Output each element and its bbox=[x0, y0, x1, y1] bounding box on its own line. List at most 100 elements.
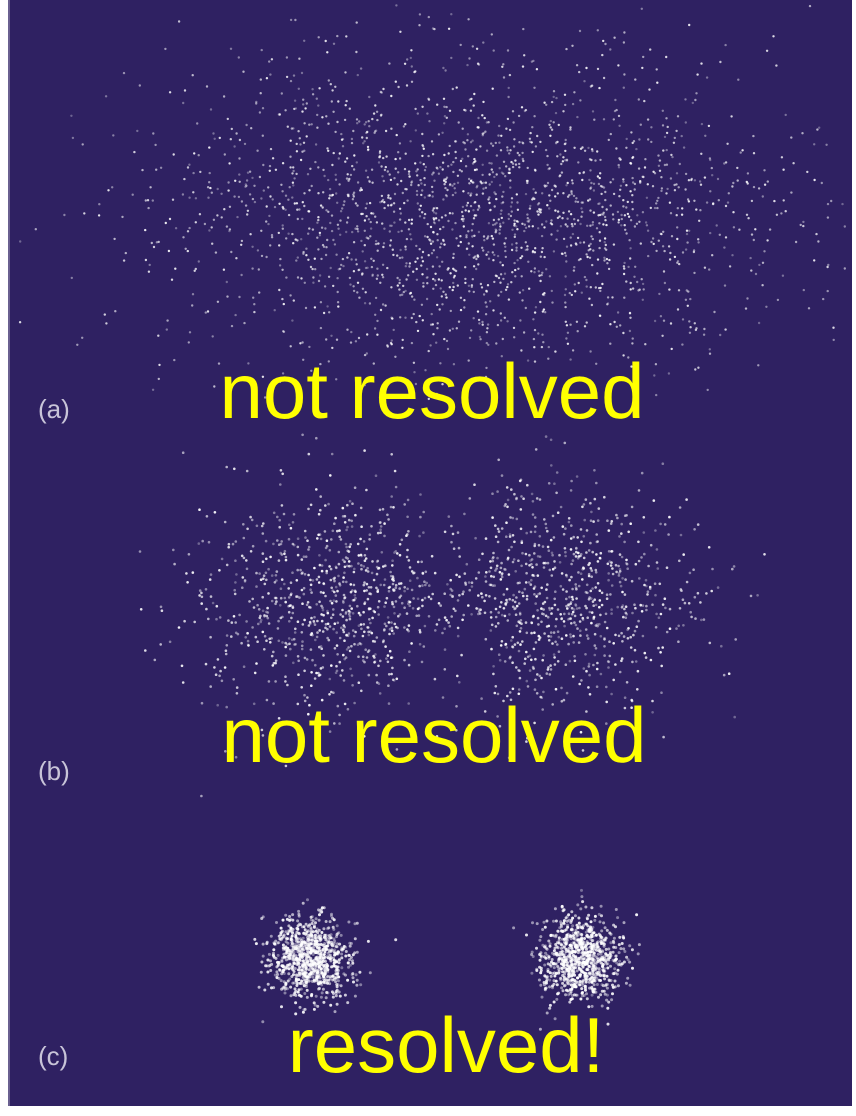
speckle bbox=[511, 661, 514, 664]
speckle bbox=[345, 100, 347, 102]
speckle bbox=[390, 179, 392, 181]
speckle bbox=[234, 621, 237, 624]
speckle bbox=[301, 631, 304, 634]
speckle bbox=[585, 67, 587, 69]
speckle bbox=[557, 192, 559, 194]
speckle bbox=[305, 923, 308, 926]
speckle bbox=[699, 601, 702, 604]
speckle bbox=[354, 995, 357, 998]
speckle bbox=[443, 98, 445, 100]
speckle bbox=[422, 260, 424, 262]
speckle bbox=[239, 181, 241, 183]
speckle bbox=[599, 240, 601, 242]
speckle bbox=[619, 324, 621, 326]
speckle bbox=[425, 166, 427, 168]
speckle bbox=[556, 471, 559, 474]
speckle bbox=[303, 205, 305, 207]
speckle bbox=[446, 189, 448, 191]
speckle bbox=[407, 530, 410, 533]
speckle bbox=[473, 483, 476, 486]
speckle bbox=[304, 282, 306, 284]
speckle bbox=[463, 299, 465, 301]
speckle bbox=[300, 944, 303, 947]
speckle bbox=[383, 228, 385, 230]
speckle bbox=[678, 186, 680, 188]
speckle bbox=[504, 273, 506, 275]
speckle bbox=[158, 241, 160, 243]
speckle bbox=[549, 275, 551, 277]
speckle bbox=[841, 203, 843, 205]
speckle bbox=[293, 74, 295, 76]
speckle bbox=[192, 191, 194, 193]
speckle bbox=[373, 610, 376, 613]
speckle bbox=[568, 517, 571, 520]
speckle bbox=[511, 243, 513, 245]
speckle bbox=[330, 267, 332, 269]
speckle bbox=[271, 234, 273, 236]
speckle bbox=[327, 612, 330, 615]
speckle bbox=[329, 625, 332, 628]
speckle bbox=[514, 236, 516, 238]
speckle bbox=[393, 202, 395, 204]
speckle bbox=[327, 179, 329, 181]
speckle bbox=[592, 600, 595, 603]
speckle bbox=[626, 629, 629, 632]
speckle bbox=[704, 176, 706, 178]
speckle bbox=[395, 550, 398, 553]
speckle bbox=[497, 324, 499, 326]
speckle bbox=[269, 170, 271, 172]
speckle bbox=[488, 222, 490, 224]
speckle bbox=[308, 980, 311, 983]
speckle bbox=[572, 641, 575, 644]
speckle bbox=[297, 991, 300, 994]
speckle bbox=[352, 198, 354, 200]
speckle bbox=[802, 221, 804, 223]
speckle bbox=[585, 279, 587, 281]
speckle bbox=[595, 571, 598, 574]
speckle bbox=[631, 661, 634, 664]
speckle bbox=[487, 344, 489, 346]
speckle bbox=[529, 207, 531, 209]
speckle bbox=[392, 575, 395, 578]
speckle bbox=[482, 249, 484, 251]
speckle bbox=[629, 522, 632, 525]
speckle bbox=[304, 928, 307, 931]
speckle bbox=[665, 192, 667, 194]
speckle bbox=[326, 966, 329, 969]
speckle bbox=[263, 189, 265, 191]
speckle bbox=[233, 589, 236, 592]
speckle bbox=[581, 211, 583, 213]
speckle bbox=[280, 540, 283, 543]
speckle bbox=[486, 150, 488, 152]
speckle bbox=[281, 473, 284, 476]
speckle bbox=[593, 469, 596, 472]
speckle bbox=[747, 172, 749, 174]
speckle bbox=[276, 570, 279, 573]
speckle bbox=[469, 99, 471, 101]
speckle bbox=[570, 524, 573, 527]
speckle bbox=[421, 189, 423, 191]
speckle bbox=[601, 604, 604, 607]
speckle bbox=[380, 114, 382, 116]
speckle bbox=[668, 288, 670, 290]
speckle bbox=[557, 608, 560, 611]
speckle bbox=[590, 920, 593, 923]
speckle bbox=[223, 208, 225, 210]
speckle bbox=[599, 287, 601, 289]
speckle bbox=[704, 267, 706, 269]
speckle bbox=[580, 216, 582, 218]
speckle bbox=[207, 186, 209, 188]
speckle bbox=[411, 342, 413, 344]
speckle bbox=[569, 324, 571, 326]
speckle bbox=[313, 616, 316, 619]
speckle bbox=[390, 673, 393, 676]
speckle bbox=[347, 180, 349, 182]
speckle bbox=[262, 631, 265, 634]
speckle bbox=[403, 590, 406, 593]
speckle bbox=[318, 87, 320, 89]
speckle bbox=[289, 955, 292, 958]
speckle bbox=[610, 550, 613, 553]
speckle bbox=[263, 648, 266, 651]
speckle bbox=[335, 665, 338, 668]
speckle bbox=[599, 614, 602, 617]
